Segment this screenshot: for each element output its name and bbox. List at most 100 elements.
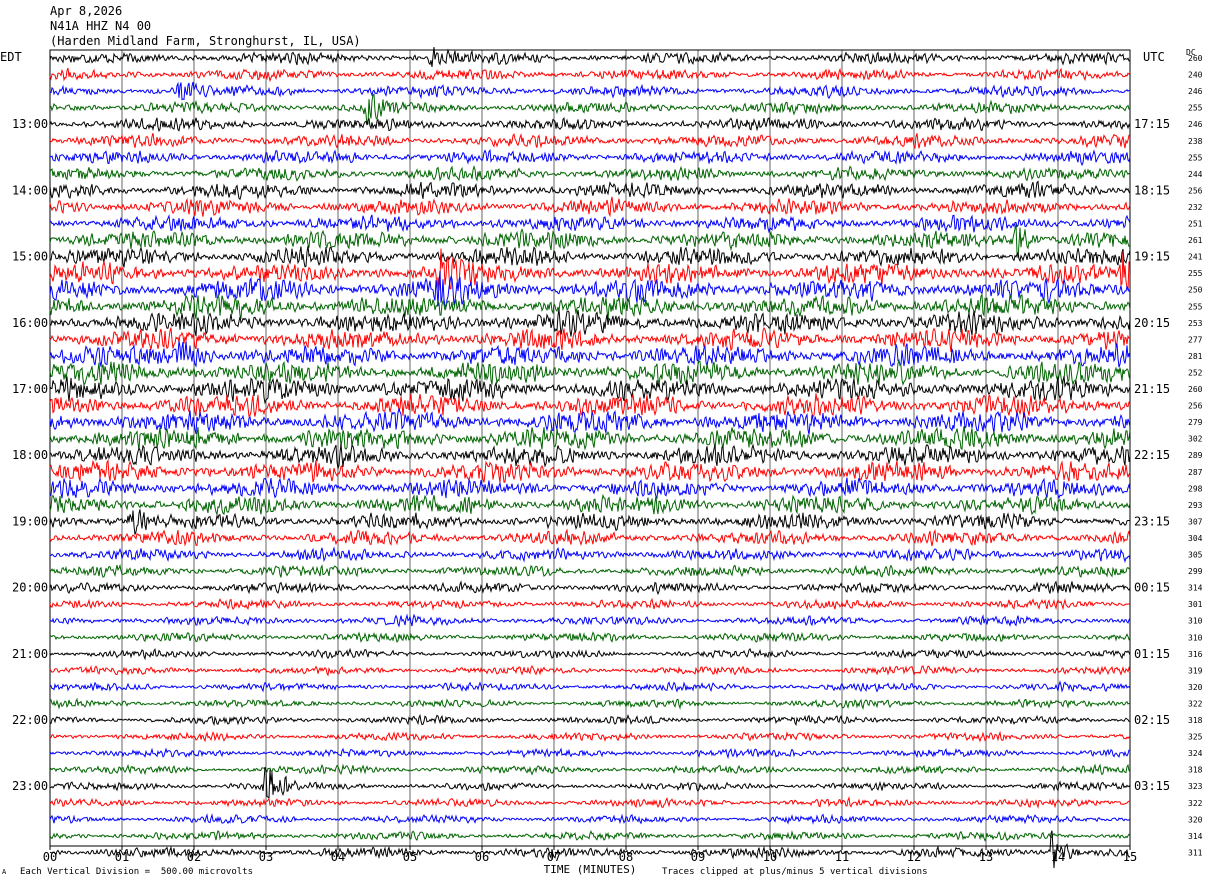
dc-offset-label: 322 (1188, 699, 1203, 708)
dc-offset-label: 310 (1188, 633, 1203, 642)
dc-offset-label: 238 (1188, 137, 1203, 146)
left-hour-label: 16:00 (12, 316, 48, 330)
seismic-trace (49, 46, 1131, 67)
seismic-trace (49, 476, 1131, 500)
left-hour-label: 21:00 (12, 647, 48, 661)
dc-offset-label: 318 (1188, 716, 1203, 725)
seismic-trace (49, 116, 1131, 133)
seismic-trace (49, 830, 1131, 842)
x-tick-label: 09 (691, 850, 705, 864)
dc-offset-label: 316 (1188, 650, 1203, 659)
dc-offset-label: 314 (1188, 584, 1203, 593)
dc-offset-label: 322 (1188, 799, 1203, 808)
seismic-trace (49, 795, 1131, 809)
dc-offset-label: 232 (1188, 203, 1203, 212)
seismic-trace (49, 546, 1131, 563)
seismic-trace (49, 443, 1131, 471)
dc-offset-label: 301 (1188, 600, 1203, 609)
right-hour-label: 00:15 (1134, 581, 1170, 595)
x-tick-label: 04 (331, 850, 345, 864)
seismic-trace (49, 245, 1131, 268)
seismic-trace (49, 713, 1131, 727)
dc-offset-label: 256 (1188, 186, 1203, 195)
dc-offset-label: 323 (1188, 782, 1203, 791)
seismic-trace (49, 180, 1131, 201)
seismic-trace (49, 293, 1131, 320)
dc-offset-label: 305 (1188, 551, 1203, 560)
dc-offset-label: 277 (1188, 335, 1203, 344)
seismic-trace (49, 631, 1131, 643)
seismic-trace (49, 164, 1131, 182)
left-hour-label: 22:00 (12, 713, 48, 727)
date-label: Apr 8,2026 (50, 4, 123, 18)
left-hour-label: 17:00 (12, 382, 48, 396)
seismic-trace (49, 647, 1131, 661)
plot-frame (49, 49, 1131, 847)
right-hour-label: 19:15 (1134, 250, 1170, 264)
seismic-trace (49, 528, 1131, 547)
left-hour-label: 23:00 (12, 779, 48, 793)
x-tick-label: 01 (115, 850, 129, 864)
dc-offset-label: 318 (1188, 766, 1203, 775)
seismic-trace (49, 580, 1131, 596)
left-hour-label: 13:00 (12, 117, 48, 131)
seismic-trace (49, 426, 1131, 451)
dc-offset-label: 289 (1188, 451, 1203, 460)
right-hour-label: 21:15 (1134, 382, 1170, 396)
left-timezone-label: EDT (0, 50, 22, 64)
dc-offset-label: 304 (1188, 534, 1203, 543)
seismic-trace (49, 493, 1131, 516)
x-axis-label: TIME (MINUTES) (544, 863, 637, 876)
dc-offset-label: 250 (1188, 286, 1203, 295)
dc-offset-label: 251 (1188, 220, 1203, 229)
right-hour-label: 20:15 (1134, 316, 1170, 330)
seismic-trace (49, 81, 1131, 101)
dc-offset-label: 299 (1188, 567, 1203, 576)
right-hour-label: 23:15 (1134, 514, 1170, 528)
left-hour-label: 14:00 (12, 183, 48, 197)
right-hour-label: 03:15 (1134, 779, 1170, 793)
seismic-trace (49, 730, 1131, 743)
dc-offset-label: 325 (1188, 733, 1203, 742)
seismic-trace (49, 747, 1131, 760)
seismic-trace (49, 148, 1131, 167)
dc-offset-label: 307 (1188, 517, 1203, 526)
seismic-trace (49, 697, 1131, 710)
dc-offset-label: 260 (1188, 54, 1203, 63)
x-tick-label: 06 (475, 850, 489, 864)
seismic-trace (49, 509, 1131, 535)
seismic-trace (49, 358, 1131, 386)
seismic-trace (49, 830, 1131, 869)
seismic-trace (49, 763, 1131, 776)
seismic-trace (49, 613, 1131, 628)
scale-note: Each Vertical Division = 500.00 microvol… (20, 867, 253, 877)
dc-offset-label: 311 (1188, 848, 1203, 857)
dc-offset-label: 298 (1188, 484, 1203, 493)
seismic-trace (49, 224, 1131, 258)
clip-note: Traces clipped at plus/minus 5 vertical … (662, 867, 928, 877)
dc-offset-label: 281 (1188, 352, 1203, 361)
seismic-trace (49, 459, 1131, 483)
seismic-trace (49, 309, 1131, 337)
dc-column-label: DC (1186, 48, 1196, 57)
dc-offset-label: 302 (1188, 435, 1203, 444)
seismic-trace (49, 563, 1131, 578)
dc-offset-label: 253 (1188, 319, 1203, 328)
seismic-trace (49, 271, 1131, 310)
seismic-trace (49, 213, 1131, 234)
seismic-trace (49, 766, 1131, 799)
right-hour-label: 02:15 (1134, 713, 1170, 727)
seismic-trace (49, 680, 1131, 693)
right-hour-label: 22:15 (1134, 448, 1170, 462)
dc-offset-label: 287 (1188, 468, 1203, 477)
seismic-trace (49, 93, 1130, 126)
dc-offset-label: 293 (1188, 501, 1203, 510)
station-label: N41A HHZ N4 00 (50, 19, 152, 33)
seismic-trace (49, 597, 1131, 611)
dc-offset-label: 246 (1188, 120, 1203, 129)
seismic-trace (49, 393, 1131, 418)
seismic-trace (49, 376, 1131, 405)
seismic-trace (49, 664, 1131, 677)
dc-offset-label: 314 (1188, 832, 1203, 841)
